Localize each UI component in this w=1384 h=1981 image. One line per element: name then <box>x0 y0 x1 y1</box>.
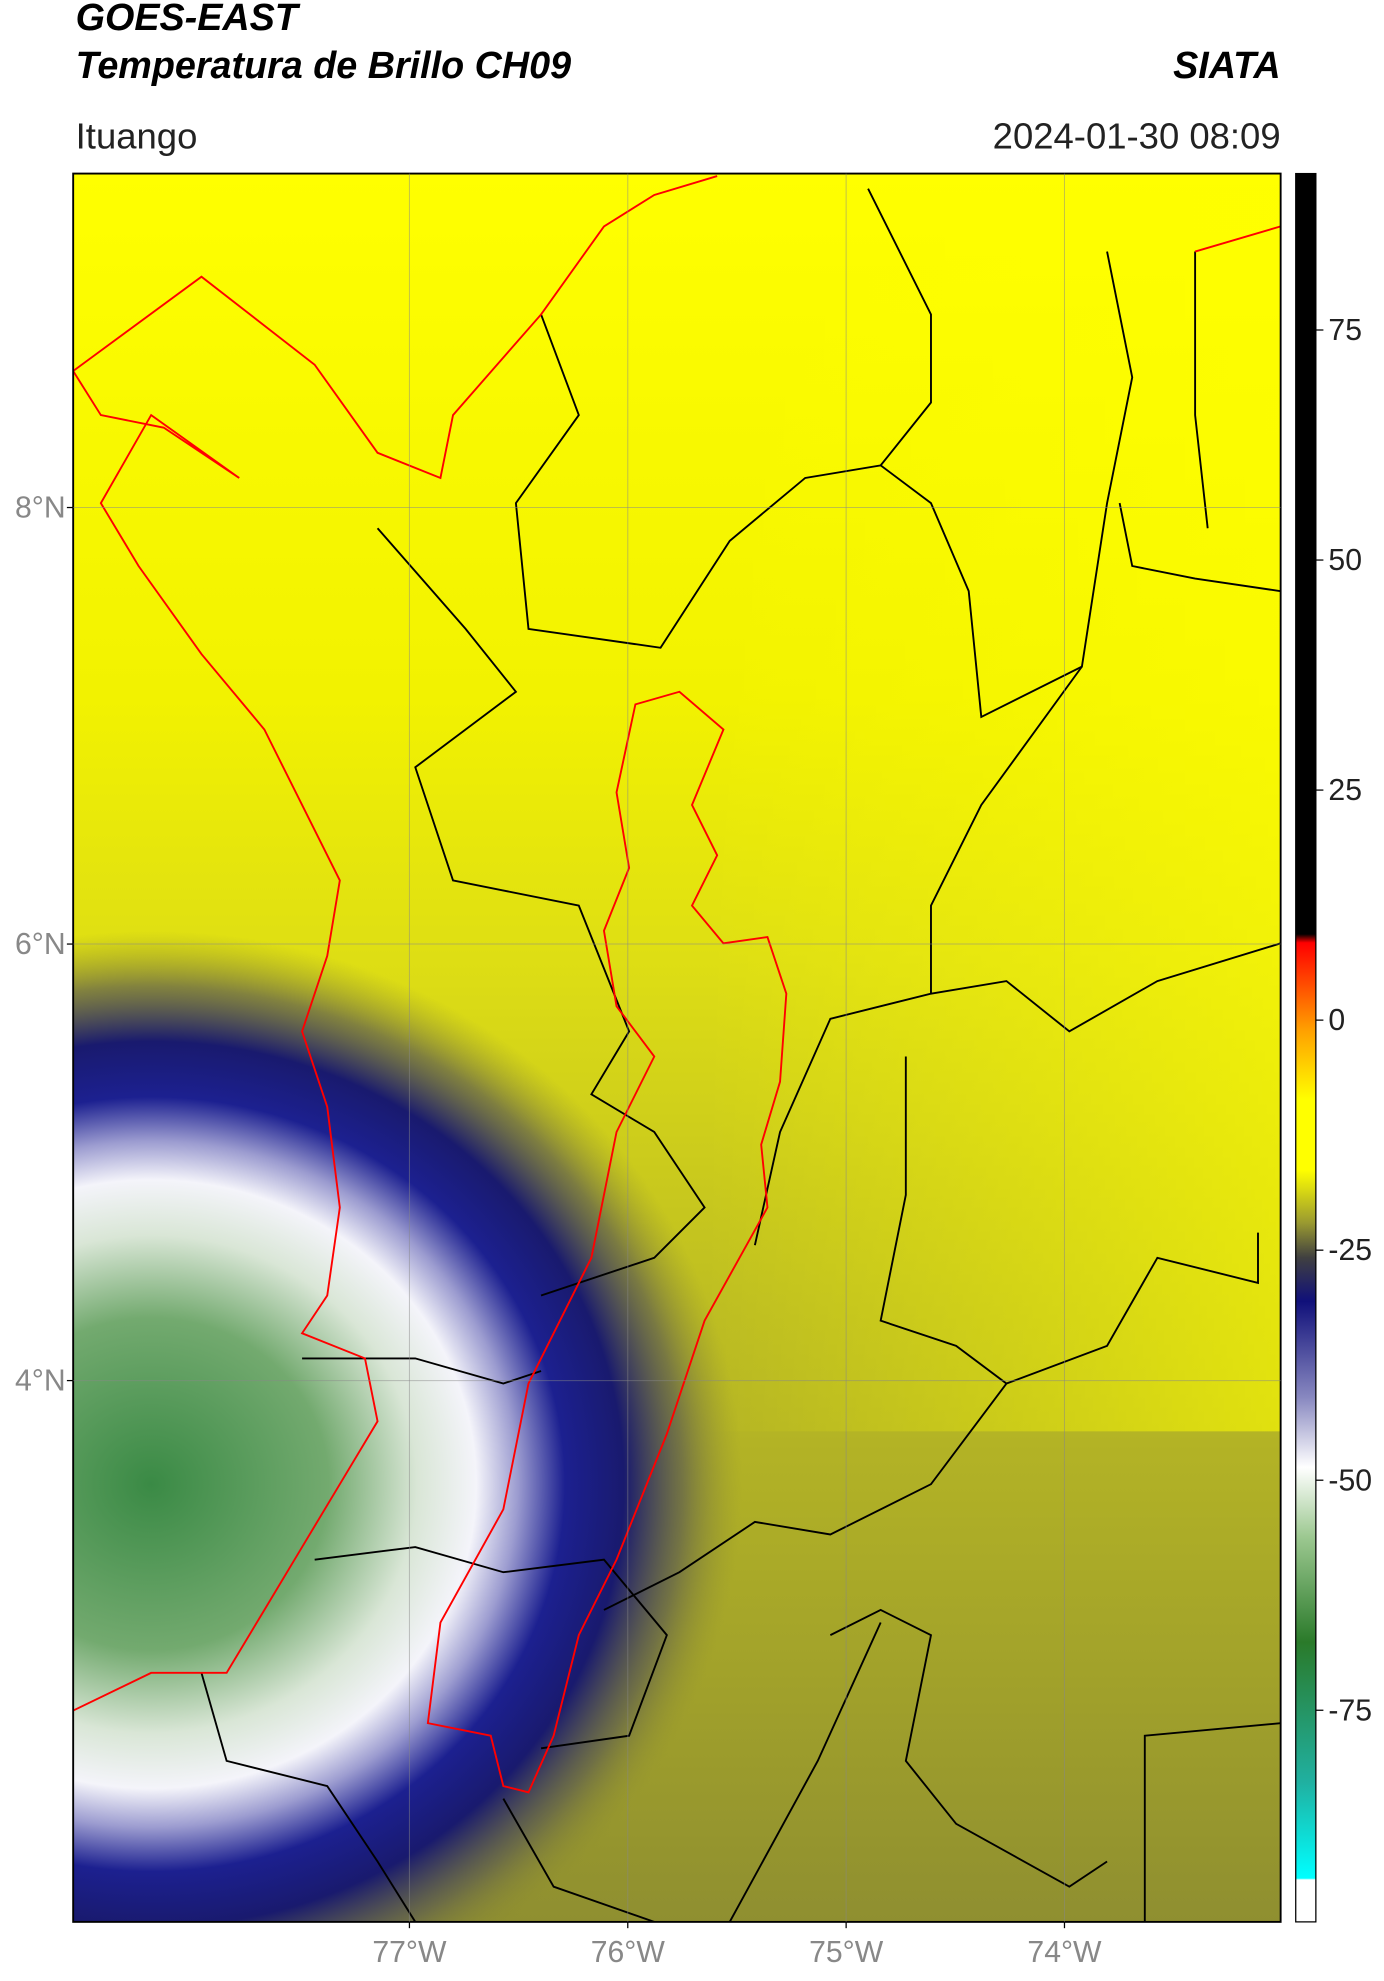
map-image <box>73 173 1281 1922</box>
lon-tick-label: 74°W <box>1027 1936 1102 1969</box>
colorbar <box>1295 172 1317 1923</box>
lat-tick-label: 4°N <box>15 1365 66 1398</box>
lon-tick-label: 76°W <box>591 1936 666 1969</box>
colorbar-tick-label: 0 <box>1328 1004 1345 1037</box>
colorbar-tick-label: 25 <box>1328 774 1362 807</box>
lon-tick-label: 75°W <box>809 1936 884 1969</box>
colorbar-tick-label: 50 <box>1328 544 1362 577</box>
title: Temperatura de Brillo CH09 <box>76 44 571 86</box>
colorbar-tick-label: -25 <box>1328 1234 1372 1267</box>
title: GOES-EAST <box>76 0 301 38</box>
lon-tick-label: 77°W <box>372 1936 447 1969</box>
location: Ituango <box>76 115 198 156</box>
colorbar-tick-label: -50 <box>1328 1464 1372 1497</box>
colorbar-tick-label: 75 <box>1328 314 1362 347</box>
org: SIATA <box>1173 44 1281 86</box>
datetime: 2024-01-30 08:09 <box>993 115 1281 156</box>
colorbar-tick-label: -75 <box>1328 1694 1372 1727</box>
lat-tick-label: 8°N <box>15 492 66 525</box>
lat-tick-label: 6°N <box>15 928 66 961</box>
map-frame <box>72 172 1282 1923</box>
